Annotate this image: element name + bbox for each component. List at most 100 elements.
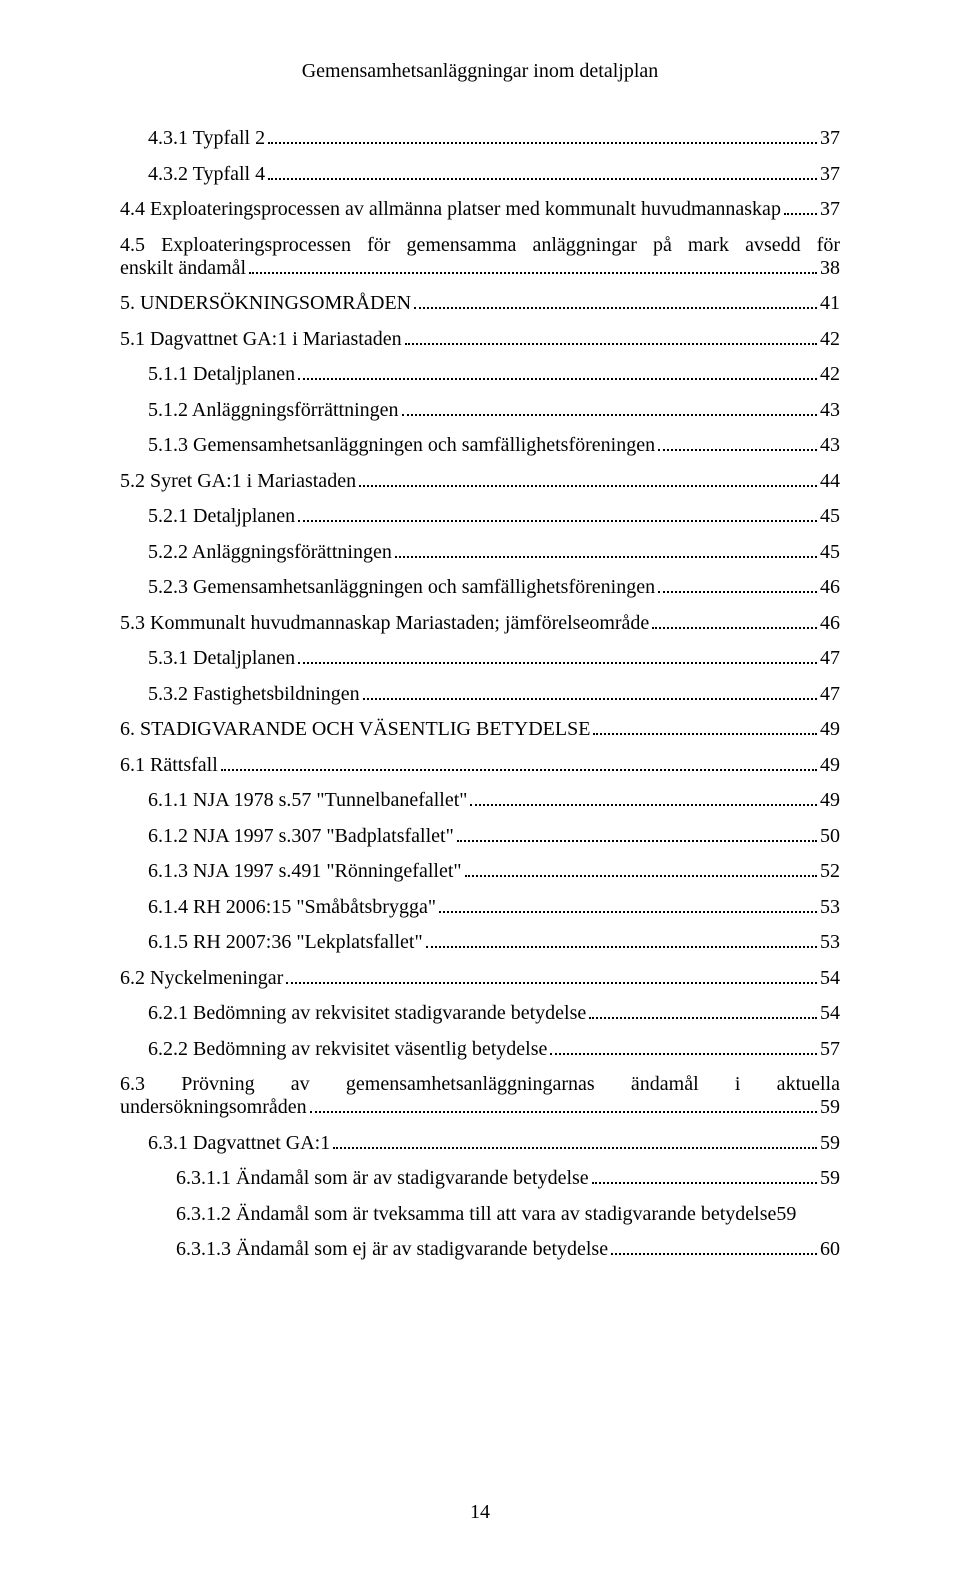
toc-page: 54 — [820, 1002, 840, 1025]
toc-leader — [589, 1017, 817, 1019]
toc-text: 6.2 Nyckelmeningar — [120, 967, 283, 990]
toc-entry: 5.3 Kommunalt huvudmannaskap Mariastaden… — [120, 612, 840, 635]
toc-text: 5.1.3 Gemensamhetsanläggningen och samfä… — [148, 434, 655, 457]
toc-entry: 5.1 Dagvattnet GA:1 i Mariastaden 42 — [120, 328, 840, 351]
toc-page: 54 — [820, 967, 840, 990]
toc-page: 42 — [820, 328, 840, 351]
toc-entry: 6.1.2 NJA 1997 s.307 "Badplatsfallet" 50 — [120, 825, 840, 848]
toc-text: 5.2.1 Detaljplanen — [148, 505, 295, 528]
toc-page: 46 — [820, 612, 840, 635]
toc-page: 45 — [820, 505, 840, 528]
toc-leader — [658, 449, 817, 451]
toc-page: 53 — [820, 896, 840, 919]
toc-entry: 6.3 Prövning av gemensamhetsanläggningar… — [120, 1073, 840, 1119]
toc-leader — [359, 485, 817, 487]
toc-page: 59 — [776, 1203, 796, 1226]
toc-page: 60 — [820, 1238, 840, 1261]
toc-entry: 5.2.2 Anläggningsförättningen 45 — [120, 541, 840, 564]
toc-entry: 5.1.1 Detaljplanen 42 — [120, 363, 840, 386]
toc-leader — [611, 1253, 817, 1255]
toc-text: 6.1.3 NJA 1997 s.491 "Rönningefallet" — [148, 860, 462, 883]
toc-leader — [405, 343, 817, 345]
toc-leader — [457, 840, 817, 842]
toc-leader — [414, 307, 817, 309]
toc-leader — [550, 1053, 817, 1055]
toc-page: 59 — [820, 1132, 840, 1155]
toc-text: 5.3.1 Detaljplanen — [148, 647, 295, 670]
toc-leader — [363, 698, 817, 700]
toc-leader — [268, 178, 817, 180]
toc-entry: 5.3.2 Fastighetsbildningen 47 — [120, 683, 840, 706]
toc-entry: 5.3.1 Detaljplanen 47 — [120, 647, 840, 670]
toc-leader — [658, 591, 817, 593]
toc-leader — [286, 982, 817, 984]
toc-text: 6. STADIGVARANDE OCH VÄSENTLIG BETYDELSE — [120, 718, 590, 741]
toc-page: 43 — [820, 399, 840, 422]
toc-text: 4.3.1 Typfall 2 — [148, 127, 265, 150]
toc-page: 37 — [820, 198, 840, 221]
toc-page: 49 — [820, 718, 840, 741]
toc-text: 6.1.4 RH 2006:15 "Småbåtsbrygga" — [148, 896, 436, 919]
toc-page: 57 — [820, 1038, 840, 1061]
toc-page: 59 — [820, 1096, 840, 1119]
toc-entry: 6.1.3 NJA 1997 s.491 "Rönningefallet" 52 — [120, 860, 840, 883]
toc-page: 37 — [820, 127, 840, 150]
toc-page: 37 — [820, 163, 840, 186]
toc-entry: 6.3.1 Dagvattnet GA:1 59 — [120, 1132, 840, 1155]
toc-leader — [439, 911, 817, 913]
toc-entry: 6.2.1 Bedömning av rekvisitet stadigvara… — [120, 1002, 840, 1025]
toc-entry: 6.3.1.3 Ändamål som ej är av stadigvaran… — [120, 1238, 840, 1261]
toc-leader — [333, 1147, 817, 1149]
toc-text: 5.3.2 Fastighetsbildningen — [148, 683, 360, 706]
toc-entry: 5.2.3 Gemensamhetsanläggningen och samfä… — [120, 576, 840, 599]
toc-entry: 5.1.3 Gemensamhetsanläggningen och samfä… — [120, 434, 840, 457]
toc-entry: 4.3.1 Typfall 2 37 — [120, 127, 840, 150]
toc-entry: 6.3.1.2 Ändamål som är tveksamma till at… — [120, 1203, 840, 1226]
toc-text: 6.1.5 RH 2007:36 "Lekplatsfallet" — [148, 931, 423, 954]
toc-entry: 6.1.4 RH 2006:15 "Småbåtsbrygga" 53 — [120, 896, 840, 919]
toc-text: 6.3.1.2 Ändamål som är tveksamma till at… — [176, 1203, 776, 1226]
toc-text: 6.2.1 Bedömning av rekvisitet stadigvara… — [148, 1002, 586, 1025]
toc-text: 5.2 Syret GA:1 i Mariastaden — [120, 470, 356, 493]
toc-text: 4.5 Exploateringsprocessen för gemensamm… — [120, 234, 840, 257]
toc-entry: 6.3.1.1 Ändamål som är av stadigvarande … — [120, 1167, 840, 1190]
toc-leader — [268, 142, 817, 144]
toc-page: 47 — [820, 683, 840, 706]
toc-entry: 6.1 Rättsfall 49 — [120, 754, 840, 777]
toc-text: 6.1.2 NJA 1997 s.307 "Badplatsfallet" — [148, 825, 454, 848]
toc-leader — [652, 627, 817, 629]
toc-leader — [426, 946, 817, 948]
toc-page: 43 — [820, 434, 840, 457]
toc-page: 45 — [820, 541, 840, 564]
toc-page: 53 — [820, 931, 840, 954]
toc-leader — [593, 733, 817, 735]
toc-text: 5.3 Kommunalt huvudmannaskap Mariastaden… — [120, 612, 649, 635]
toc-leader — [402, 414, 817, 416]
toc-entry: 5. UNDERSÖKNINGSOMRÅDEN 41 — [120, 292, 840, 315]
toc-page: 44 — [820, 470, 840, 493]
toc-page: 59 — [820, 1167, 840, 1190]
toc-text: 5.1.2 Anläggningsförrättningen — [148, 399, 399, 422]
toc-text: 6.1.1 NJA 1978 s.57 "Tunnelbanefallet" — [148, 789, 467, 812]
toc-page: 49 — [820, 789, 840, 812]
toc-text: 6.1 Rättsfall — [120, 754, 218, 777]
toc-leader — [784, 213, 817, 215]
toc-leader — [298, 520, 817, 522]
toc-page: 41 — [820, 292, 840, 315]
toc-leader — [249, 272, 817, 274]
toc-entry: 5.2.1 Detaljplanen 45 — [120, 505, 840, 528]
toc-leader — [298, 378, 817, 380]
toc-text: 5.1 Dagvattnet GA:1 i Mariastaden — [120, 328, 402, 351]
toc-entry: 6.2.2 Bedömning av rekvisitet väsentlig … — [120, 1038, 840, 1061]
toc-page: 42 — [820, 363, 840, 386]
toc-entry: 6.2 Nyckelmeningar 54 — [120, 967, 840, 990]
toc-entry: 6.1.1 NJA 1978 s.57 "Tunnelbanefallet" 4… — [120, 789, 840, 812]
toc-entry: 4.4 Exploateringsprocessen av allmänna p… — [120, 198, 840, 221]
toc-text: undersökningsområden — [120, 1096, 307, 1119]
toc-leader — [298, 662, 817, 664]
toc-leader — [465, 875, 817, 877]
toc-entry: 6.1.5 RH 2007:36 "Lekplatsfallet" 53 — [120, 931, 840, 954]
toc-entry: 5.2 Syret GA:1 i Mariastaden 44 — [120, 470, 840, 493]
toc-entry: 6. STADIGVARANDE OCH VÄSENTLIG BETYDELSE… — [120, 718, 840, 741]
toc-text: 6.3.1.1 Ändamål som är av stadigvarande … — [176, 1167, 589, 1190]
